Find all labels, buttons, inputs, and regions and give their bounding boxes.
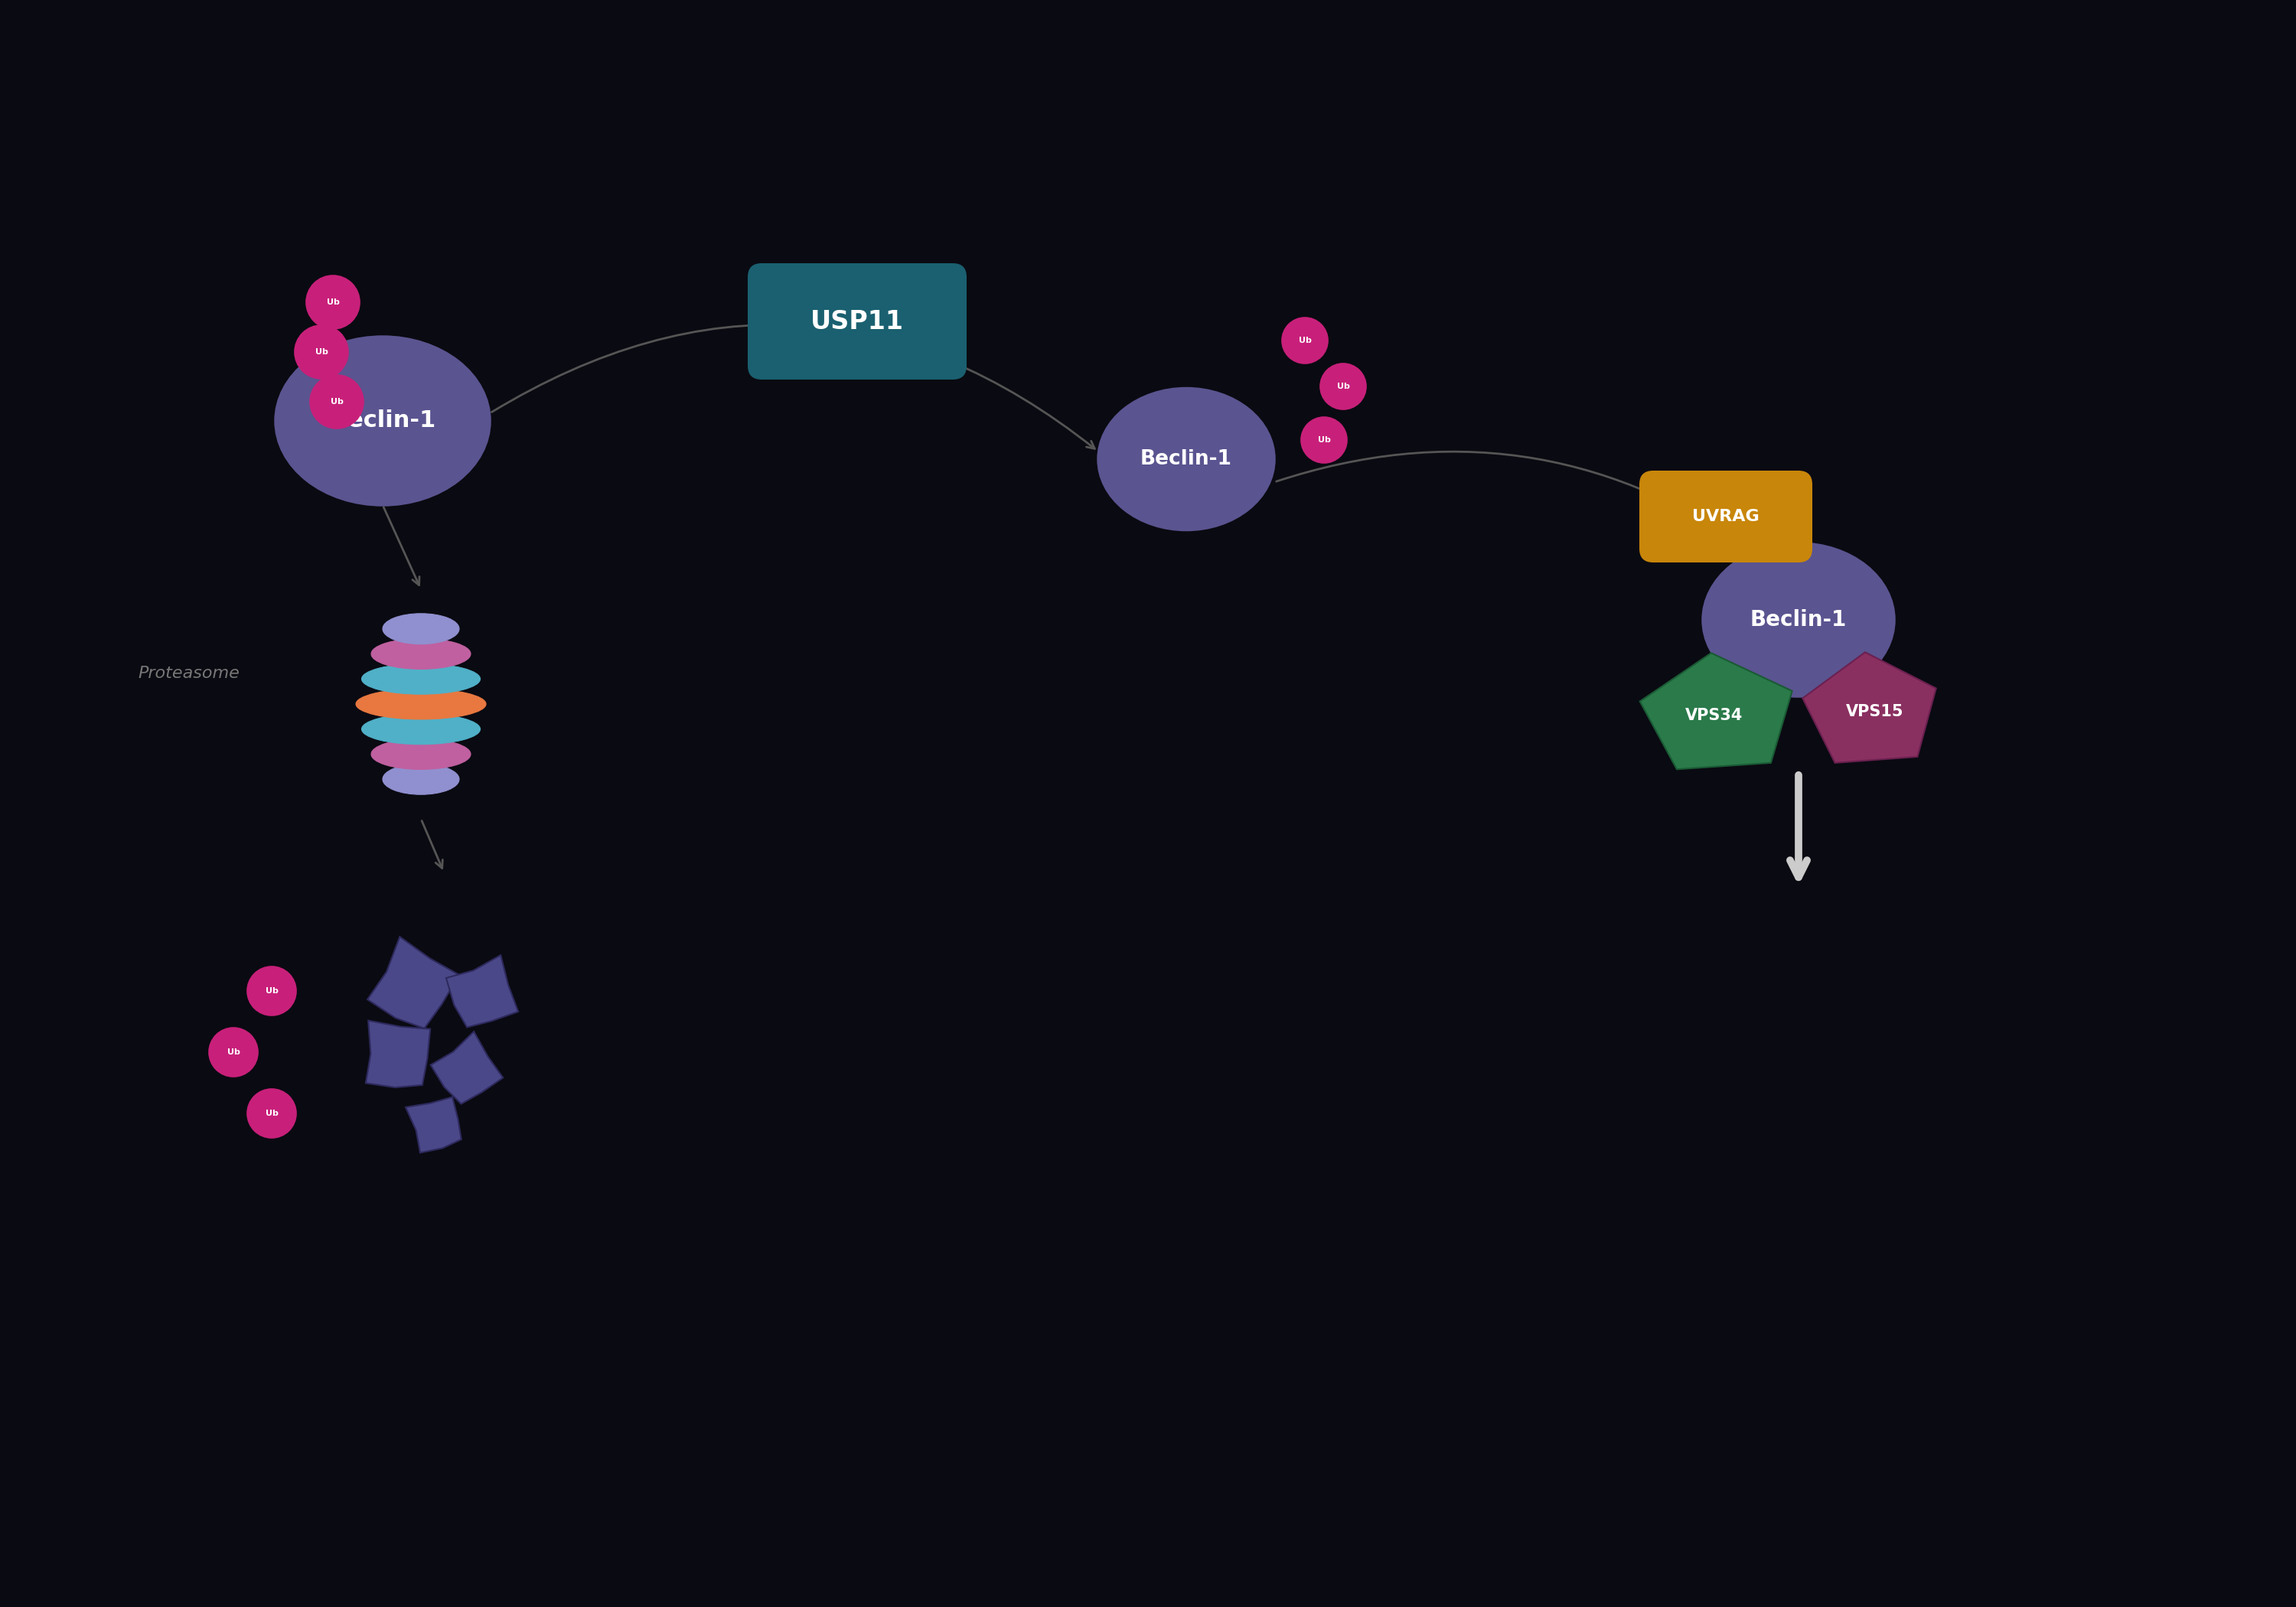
Text: VPS34: VPS34	[1685, 707, 1743, 723]
Text: Ub: Ub	[266, 987, 278, 995]
Polygon shape	[1639, 652, 1793, 770]
Ellipse shape	[363, 714, 480, 744]
Ellipse shape	[276, 337, 489, 505]
Text: VPS15: VPS15	[1846, 704, 1903, 720]
Polygon shape	[445, 955, 519, 1027]
Ellipse shape	[383, 614, 459, 644]
Text: Ub: Ub	[315, 349, 328, 355]
Ellipse shape	[1097, 389, 1274, 530]
Ellipse shape	[383, 763, 459, 794]
Ellipse shape	[356, 689, 487, 720]
FancyArrowPatch shape	[1277, 452, 1750, 548]
Polygon shape	[432, 1032, 503, 1104]
Polygon shape	[367, 937, 459, 1028]
Text: Ub: Ub	[1318, 435, 1329, 444]
Ellipse shape	[372, 638, 471, 669]
Text: Ub: Ub	[326, 299, 340, 305]
Circle shape	[305, 275, 360, 329]
Polygon shape	[1802, 652, 1936, 763]
Ellipse shape	[1704, 543, 1894, 696]
Circle shape	[1281, 318, 1327, 363]
FancyArrowPatch shape	[491, 325, 1095, 448]
Text: Ub: Ub	[331, 399, 342, 405]
Polygon shape	[406, 1098, 461, 1152]
Text: Proteasome: Proteasome	[138, 665, 239, 681]
Text: UVRAG: UVRAG	[1692, 509, 1759, 524]
Text: Beclin-1: Beclin-1	[331, 410, 436, 432]
Ellipse shape	[372, 739, 471, 770]
Text: Beclin-1: Beclin-1	[1141, 450, 1233, 469]
Circle shape	[248, 1090, 296, 1138]
FancyBboxPatch shape	[748, 264, 967, 379]
FancyArrowPatch shape	[383, 506, 420, 585]
Text: Beclin-1: Beclin-1	[1750, 609, 1846, 630]
Circle shape	[209, 1028, 257, 1077]
Circle shape	[1320, 363, 1366, 410]
Text: Ub: Ub	[1336, 382, 1350, 391]
Circle shape	[310, 374, 363, 429]
Circle shape	[1302, 418, 1348, 463]
Polygon shape	[365, 1020, 429, 1088]
FancyBboxPatch shape	[1639, 471, 1812, 562]
Text: Ub: Ub	[266, 1109, 278, 1117]
FancyArrowPatch shape	[422, 821, 443, 868]
Text: Ub: Ub	[227, 1048, 239, 1056]
Circle shape	[294, 325, 349, 379]
Ellipse shape	[363, 664, 480, 694]
Text: Ub: Ub	[1300, 337, 1311, 344]
Text: USP11: USP11	[810, 309, 905, 334]
Circle shape	[248, 966, 296, 1016]
